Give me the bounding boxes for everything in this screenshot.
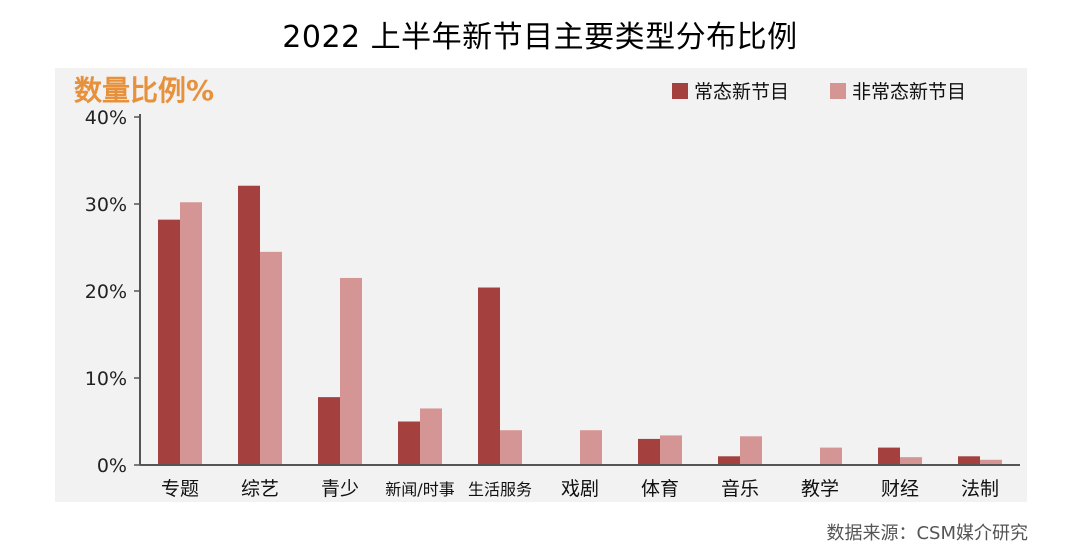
x-tick-label: 音乐 [721, 478, 759, 500]
y-tick-label: 30% [85, 194, 127, 216]
bar-regular [158, 219, 180, 465]
bar-regular [398, 421, 420, 465]
bar-irregular [900, 457, 922, 465]
bar-irregular [660, 435, 682, 465]
bar-regular [318, 397, 340, 465]
bar-regular [638, 438, 660, 465]
x-tick-label: 体育 [641, 478, 679, 500]
bar-regular [478, 287, 500, 465]
x-tick-label: 戏剧 [561, 478, 599, 500]
x-tick-label: 财经 [881, 478, 919, 500]
y-tick-label: 10% [85, 368, 127, 390]
page-title: 2022 上半年新节目主要类型分布比例 [282, 20, 798, 55]
bar-regular [718, 456, 740, 465]
bars [158, 185, 1002, 466]
legend-swatch [672, 83, 688, 99]
legend-label: 常态新节目 [694, 81, 789, 103]
legend-swatch [830, 83, 846, 99]
data-source: 数据来源：CSM媒介研究 [826, 523, 1028, 544]
y-axis-ticks: 0% 10% 20% 30% 40% [85, 107, 140, 477]
axes [139, 114, 1020, 466]
bar-irregular [340, 277, 362, 465]
x-tick-label: 生活服务 [468, 480, 532, 499]
legend: 常态新节目 非常态新节目 [672, 81, 966, 103]
x-tick-label: 教学 [801, 478, 839, 500]
bar-irregular [980, 459, 1002, 465]
bar-irregular [260, 251, 282, 465]
bar-regular [238, 185, 260, 466]
x-axis-ticks: 专题 综艺 青少 新闻/时事 生活服务 戏剧 体育 音乐 教学 财经 法制 [161, 478, 999, 500]
bar-regular [958, 456, 980, 465]
y-tick-label: 40% [85, 107, 127, 129]
x-tick-label: 青少 [321, 478, 359, 500]
bar-irregular [580, 430, 602, 465]
x-tick-label: 综艺 [241, 478, 279, 500]
bar-irregular [420, 408, 442, 465]
chart-panel [55, 68, 1027, 502]
x-tick-label: 新闻/时事 [385, 480, 454, 499]
x-tick-label: 专题 [161, 478, 199, 500]
bar-irregular [820, 447, 842, 465]
y-tick-label: 20% [85, 281, 127, 303]
bar-irregular [180, 202, 202, 465]
legend-label: 非常态新节目 [852, 81, 966, 103]
y-tick-label: 0% [97, 455, 127, 477]
bar-irregular [740, 436, 762, 465]
bar-irregular [500, 430, 522, 465]
bar-regular [878, 447, 900, 465]
y-axis-label: 数量比例% [74, 74, 214, 107]
x-tick-label: 法制 [961, 478, 999, 500]
